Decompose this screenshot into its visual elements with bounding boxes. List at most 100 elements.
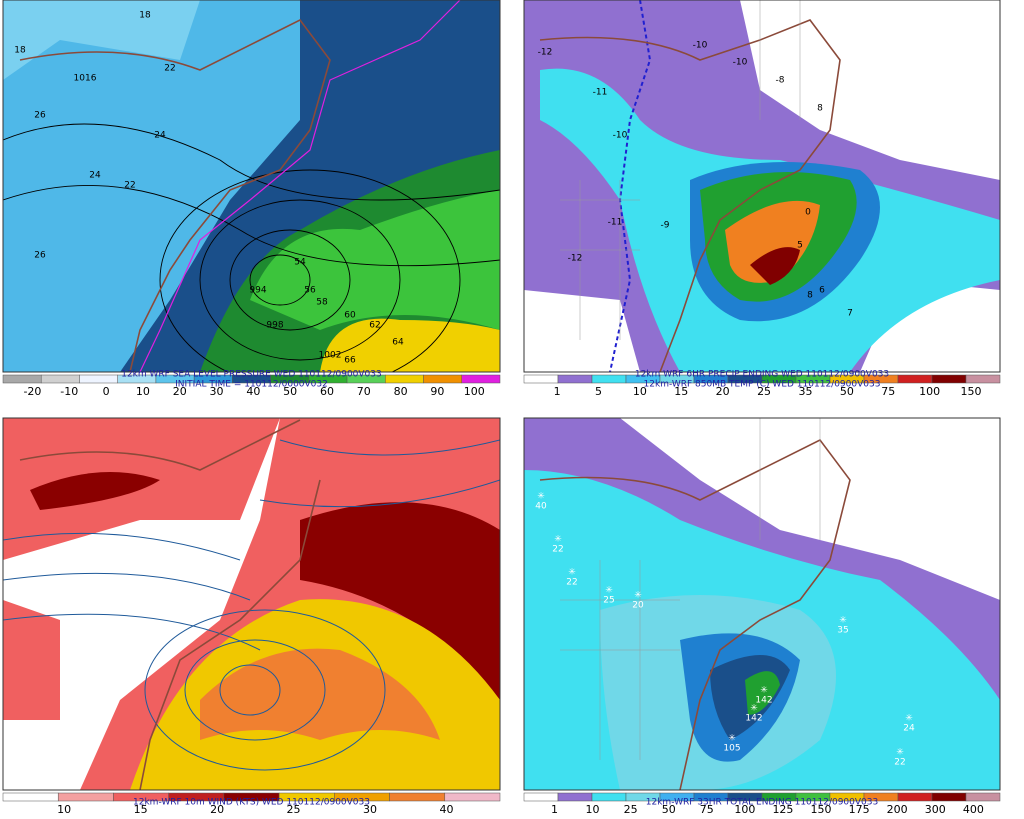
colorbar-swatch: [591, 792, 627, 802]
colorbar-swatch: [591, 374, 627, 384]
contour-label: 994: [249, 286, 266, 296]
contour-label: 66: [344, 356, 356, 366]
colorbar-swatch: [557, 374, 593, 384]
colorbar-label: -20: [23, 385, 41, 398]
snow-marker: ✳: [750, 704, 758, 714]
colorbar-label: 50: [840, 385, 854, 398]
contour-label: 64: [392, 338, 404, 348]
contour-label: -11: [593, 88, 608, 98]
contour-label: -12: [538, 48, 553, 58]
snow-marker: ✳: [839, 616, 847, 626]
colorbar-label: 175: [849, 803, 870, 816]
contour-label: 998: [266, 321, 283, 331]
contour-label: 56: [304, 286, 316, 296]
snow-marker: ✳: [537, 492, 545, 502]
contour-label: 60: [344, 311, 356, 321]
snow-marker: ✳: [896, 748, 904, 758]
snow-marker: ✳: [728, 734, 736, 744]
colorbar-label: 5: [595, 385, 602, 398]
snow-marker: ✳: [554, 535, 562, 545]
colorbar-label: 20: [173, 385, 187, 398]
contour-label: 1016: [74, 74, 97, 84]
contour-label: -10: [613, 131, 628, 141]
map-wind: [3, 418, 500, 790]
colorbar-swatch: [444, 792, 501, 802]
colorbar-label: 25: [757, 385, 771, 398]
contour-label: 8: [817, 104, 823, 114]
colorbar-label: 100: [919, 385, 940, 398]
contour-label: 24: [154, 131, 166, 141]
colorbar-swatch: [897, 374, 933, 384]
colorbar-label: 70: [357, 385, 371, 398]
colorbar-swatch: [423, 374, 463, 384]
contour-label: 7: [847, 309, 853, 319]
colorbar-label: 75: [700, 803, 714, 816]
colorbar-label: 200: [887, 803, 908, 816]
colorbar-label: 150: [961, 385, 982, 398]
contour-label: 0: [805, 208, 811, 218]
snow-marker: ✳: [568, 568, 576, 578]
contour-label: 5: [797, 241, 803, 251]
colorbar-label: 20: [716, 385, 730, 398]
colorbar-label: 100: [734, 803, 755, 816]
colorbar-swatch: [389, 792, 446, 802]
colorbar-label: 15: [674, 385, 688, 398]
panel-caption: 12km WRF 6HR PRECIP ENDING WED 110112/09…: [635, 370, 889, 380]
station-value: 142: [745, 714, 762, 724]
contour-label: 54: [294, 258, 306, 268]
contour-label: 58: [316, 298, 328, 308]
station-value: 22: [552, 545, 563, 555]
colorbar-swatch: [897, 792, 933, 802]
station-value: 20: [632, 601, 644, 611]
station-value: 142: [755, 696, 772, 706]
colorbar-label: 300: [925, 803, 946, 816]
panel-caption-2: INITIAL TIME = 110112/0000V032: [175, 380, 328, 390]
colorbar-swatch: [385, 374, 424, 384]
snow-marker: ✳: [905, 714, 913, 724]
colorbar-swatch: [57, 792, 114, 802]
contour-label: -10: [693, 41, 708, 51]
contour-label: 26: [34, 111, 46, 121]
colorbar-label: 80: [394, 385, 408, 398]
colorbar-label: 40: [246, 385, 260, 398]
panel-caption: 12km-WRF 10m WIND (KTS) WED 110112/0900V…: [133, 798, 370, 808]
colorbar-label: 15: [134, 803, 148, 816]
map-pressure: [3, 0, 500, 372]
colorbar-label: 10: [633, 385, 647, 398]
colorbar-swatch: [2, 374, 42, 384]
colorbar-label: 400: [963, 803, 984, 816]
colorbar-swatch: [79, 374, 118, 384]
map-precip: [524, 0, 1000, 372]
colorbar-label: 100: [464, 385, 485, 398]
colorbar-label: 125: [772, 803, 793, 816]
contour-label: 22: [124, 181, 135, 191]
contour-label: -11: [608, 218, 623, 228]
colorbar-label: -10: [60, 385, 78, 398]
station-value: 40: [535, 502, 547, 512]
colorbar-label: 50: [662, 803, 676, 816]
colorbar-label: 50: [283, 385, 297, 398]
panel-caption: 12km WRF SEA LEVEL PRESSURE WED 110112/0…: [121, 370, 382, 380]
colorbar-label: 25: [624, 803, 638, 816]
colorbar-label: 90: [430, 385, 444, 398]
colorbar-label: 1: [551, 803, 558, 816]
panel-caption: 12km-WRF 33HR TOTAL ENDING 110112/0900V0…: [646, 798, 878, 808]
snow-marker: ✳: [605, 586, 613, 596]
colorbar-swatch: [40, 374, 80, 384]
map-frame: [523, 0, 1001, 373]
station-value: 25: [603, 596, 614, 606]
colorbar-label: 60: [320, 385, 334, 398]
colorbar-label: 75: [881, 385, 895, 398]
contour-label: 62: [369, 321, 380, 331]
colorbar-label: 40: [439, 803, 453, 816]
colorbar-swatch: [931, 792, 967, 802]
contour-label: -9: [661, 221, 670, 231]
map-frame: [523, 417, 1001, 791]
panel-caption-2: 12km-WRF 850MB TEMP (C) WED 110112/0900V…: [644, 380, 881, 390]
contour-label: 24: [89, 171, 101, 181]
colorbar-swatch: [523, 374, 559, 384]
colorbar-label: 10: [57, 803, 71, 816]
station-value: 105: [723, 744, 740, 754]
colorbar-label: 20: [210, 803, 224, 816]
colorbar-label: 30: [363, 803, 377, 816]
